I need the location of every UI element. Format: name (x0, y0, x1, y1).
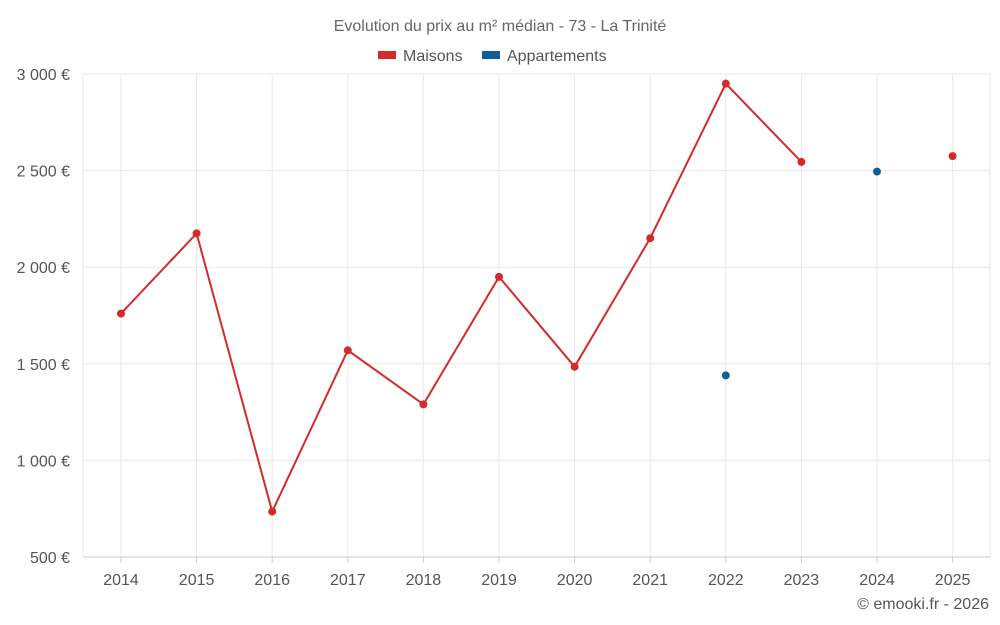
y-tick-label: 1 000 € (17, 453, 70, 470)
credit-text: © emooki.fr - 2026 (857, 596, 989, 613)
legend: Maisons Appartements (378, 48, 607, 65)
x-tick-label: 2025 (935, 572, 971, 589)
x-tick-label: 2016 (254, 572, 290, 589)
series (117, 79, 957, 516)
y-tick-label: 500 € (30, 550, 70, 567)
data-point-maisons-2016[interactable] (268, 507, 277, 516)
y-tick-label: 2 000 € (17, 260, 70, 277)
x-tick-label: 2014 (103, 572, 139, 589)
data-point-maisons-2014[interactable] (117, 309, 125, 318)
x-tick-label: 2021 (632, 572, 668, 589)
legend-swatch-appartements[interactable] (482, 51, 500, 59)
legend-label-maisons[interactable]: Maisons (403, 48, 463, 65)
x-tick-label: 2017 (330, 572, 366, 589)
data-point-maisons-2020[interactable] (570, 362, 579, 371)
legend-label-appartements[interactable]: Appartements (507, 48, 607, 65)
x-tick-label: 2018 (406, 572, 442, 589)
data-point-maisons-2019[interactable] (495, 272, 503, 281)
data-point-appartements-2024[interactable] (873, 167, 881, 176)
x-tick-label: 2022 (708, 572, 744, 589)
data-point-maisons-2018[interactable] (419, 400, 428, 409)
axes: 500 € 1 000 € 1 500 € 2 000 € 2 500 € 3 000 €… (17, 67, 990, 589)
legend-swatch-maisons[interactable] (378, 51, 396, 59)
x-tick-label: 2024 (859, 572, 895, 589)
y-tick-label: 1 500 € (17, 357, 70, 374)
series-line-maisons (120, 82, 803, 513)
y-tick-label: 3 000 € (17, 67, 70, 84)
data-point-maisons-2015[interactable] (192, 229, 201, 238)
data-point-maisons-2025[interactable] (948, 152, 957, 161)
x-tick-label: 2020 (557, 572, 593, 589)
x-tick-label: 2023 (784, 572, 820, 589)
grid (82, 73, 991, 558)
x-tick-label: 2019 (481, 572, 517, 589)
x-tick-label: 2015 (179, 572, 215, 589)
data-point-maisons-2017[interactable] (343, 346, 352, 355)
data-point-maisons-2022[interactable] (721, 79, 730, 88)
data-point-appartements-2022[interactable] (721, 371, 730, 380)
data-point-maisons-2023[interactable] (797, 157, 806, 166)
data-point-maisons-2021[interactable] (646, 234, 655, 243)
y-tick-label: 2 500 € (17, 164, 70, 181)
chart-title: Evolution du prix au m² médian - 73 - La… (334, 18, 667, 35)
